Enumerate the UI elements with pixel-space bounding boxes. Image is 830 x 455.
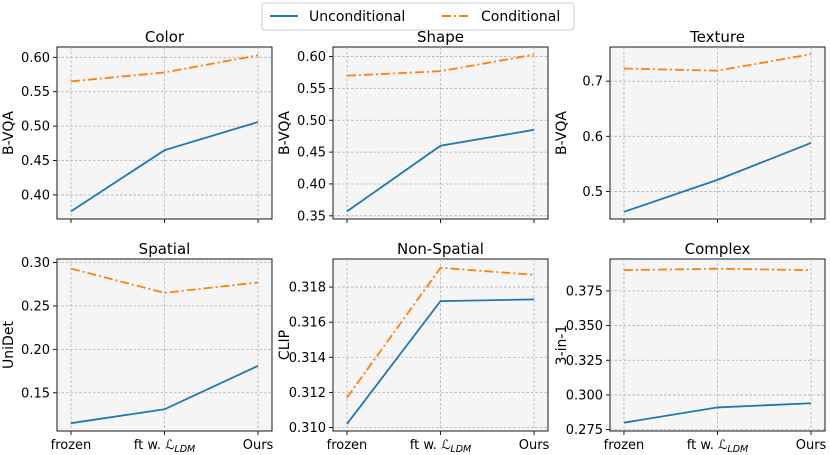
series-line-conditional [623, 267, 812, 271]
legend-label-conditional: Conditional [481, 9, 560, 25]
panel-non-spatial: 0.310 0.312 0.314 0.316 0.318 frozen ft w. ℒLD… [277, 240, 550, 455]
panel-title: Spatial [139, 240, 191, 258]
series-line-conditional [346, 53, 535, 77]
x-tick-label-symbol: ℒ [718, 438, 727, 453]
y-tick-label: 0.30 [21, 256, 50, 271]
y-tick-label: 0.314 [289, 351, 326, 366]
y-axis-label: B-VQA [1, 111, 17, 155]
panel-title: Color [145, 28, 185, 46]
panel-title: Non-Spatial [397, 240, 484, 258]
y-tick-label: 0.50 [297, 114, 326, 129]
y-tick-label: 0.325 [566, 354, 603, 369]
panel-title: Complex [685, 240, 751, 258]
y-axis-label: 3-in-1 [554, 325, 570, 366]
y-tick-label: 0.40 [21, 188, 50, 203]
y-tick-label: 0.300 [566, 388, 603, 403]
x-tick-label-subscript: LDM [727, 444, 748, 455]
y-tick-label: 0.20 [21, 343, 50, 358]
y-axis-label: UniDet [1, 321, 17, 369]
y-tick-label: 0.350 [566, 319, 603, 334]
y-tick-label: 0.375 [566, 284, 603, 299]
series-line-unconditional [623, 142, 812, 213]
x-tick-label-prefix: ft w. [134, 438, 165, 453]
x-tick-label: frozen [327, 438, 368, 453]
y-tick-label: 0.275 [566, 423, 603, 438]
series-line-unconditional [623, 402, 812, 424]
y-tick-label: 0.40 [297, 177, 326, 192]
x-tick-label: Ours [519, 438, 550, 453]
panel-title: Texture [689, 28, 745, 46]
y-tick-label: 0.50 [21, 120, 50, 135]
x-tick-label: ft w. ℒLDM [687, 438, 748, 455]
y-tick-label: 0.316 [289, 316, 326, 331]
x-tick-label: Ours [796, 438, 827, 453]
panel-color: 0.40 0.45 0.50 0.55 0.60 Color B-VQA [1, 28, 273, 223]
x-tick-label-subscript: LDM [450, 444, 471, 455]
y-tick-label: 0.35 [297, 209, 326, 224]
legend-label-unconditional: Unconditional [309, 9, 405, 25]
series-line-conditional [70, 54, 259, 83]
series-line-unconditional [70, 365, 259, 425]
y-tick-label: 0.5 [582, 185, 603, 200]
x-tick-label: ft w. ℒLDM [134, 438, 195, 455]
x-tick-label: Ours [243, 438, 274, 453]
panel-complex: 0.275 0.300 0.325 0.350 0.375 frozen ft w. ℒLD… [554, 240, 827, 455]
y-tick-label: 0.7 [582, 75, 603, 90]
y-tick-label: 0.310 [289, 421, 326, 436]
x-tick-label-symbol: ℒ [441, 438, 450, 453]
y-tick-label: 0.55 [21, 85, 50, 100]
panel-texture: 0.5 0.6 0.7 Texture B-VQA [554, 28, 826, 223]
x-tick-label: frozen [51, 438, 92, 453]
y-tick-label: 0.25 [21, 299, 50, 314]
series-line-conditional [346, 266, 535, 399]
legend-box [261, 2, 575, 31]
x-tick-label: frozen [604, 438, 645, 453]
y-axis-label: B-VQA [554, 111, 570, 155]
x-tick-label: ft w. ℒLDM [410, 438, 471, 455]
series-line-conditional [623, 53, 812, 72]
x-tick-label-prefix: ft w. [687, 438, 718, 453]
y-tick-label: 0.60 [21, 51, 50, 66]
x-tick-label-subscript: LDM [174, 444, 195, 455]
y-tick-label: 0.15 [21, 386, 50, 401]
panel-spatial: 0.15 0.20 0.25 0.30 frozen ft w. ℒLDM Ours Spat… [1, 240, 274, 455]
series-line-unconditional [346, 128, 535, 213]
series-line-unconditional [346, 298, 535, 425]
series-line-unconditional [70, 121, 259, 213]
y-tick-label: 0.318 [289, 281, 326, 296]
y-axis-label: CLIP [277, 330, 293, 360]
x-tick-label-symbol: ℒ [165, 438, 174, 453]
x-tick-label-prefix: ft w. [410, 438, 441, 453]
series-line-conditional [70, 267, 259, 294]
y-tick-label: 0.45 [21, 154, 50, 169]
y-tick-label: 0.312 [289, 386, 326, 401]
y-tick-label: 0.60 [297, 50, 326, 65]
panel-shape: 0.35 0.40 0.45 0.50 0.55 0.60 Shape B-VQA [277, 28, 549, 224]
y-tick-label: 0.45 [297, 146, 326, 161]
legend: Unconditional Conditional [261, 2, 575, 31]
y-axis-label: B-VQA [277, 111, 293, 155]
panel-title: Shape [417, 28, 464, 46]
y-tick-label: 0.6 [582, 130, 603, 145]
y-tick-label: 0.55 [297, 82, 326, 97]
